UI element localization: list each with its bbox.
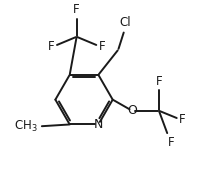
- Text: F: F: [156, 75, 162, 88]
- Text: F: F: [73, 3, 80, 16]
- Text: F: F: [48, 40, 54, 53]
- Text: CH$_3$: CH$_3$: [14, 119, 38, 134]
- Text: N: N: [94, 118, 103, 131]
- Text: F: F: [179, 112, 186, 125]
- Text: F: F: [99, 40, 106, 53]
- Text: F: F: [168, 136, 175, 149]
- Text: O: O: [127, 104, 137, 117]
- Text: Cl: Cl: [119, 16, 131, 29]
